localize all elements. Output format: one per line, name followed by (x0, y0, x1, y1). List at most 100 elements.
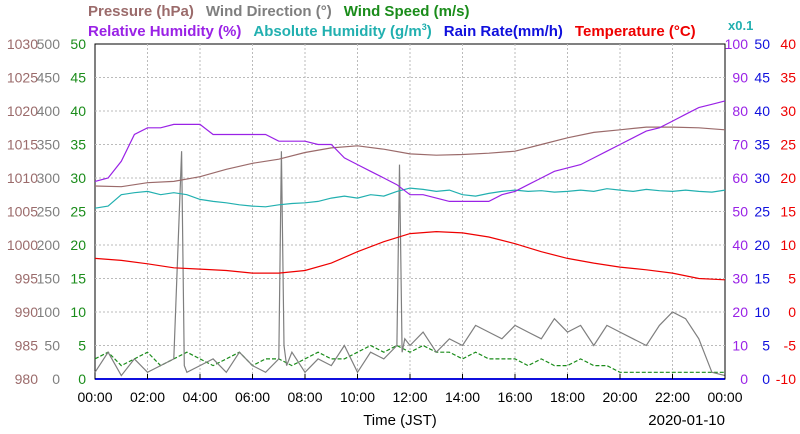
humidity-axis-tick: 40 (732, 237, 748, 253)
x-tick-label: 14:00 (445, 389, 480, 405)
pressure-axis-tick: 990 (15, 304, 39, 320)
wind-speed-axis-tick: 40 (70, 103, 86, 119)
wind-direction-axis-tick: 500 (37, 36, 61, 52)
rain-rate-axis-tick: 45 (754, 70, 770, 86)
temperature-axis-tick: 35 (780, 70, 796, 86)
wind-speed-axis-tick: 25 (70, 204, 86, 220)
rain-rate-axis-tick: 15 (754, 271, 770, 287)
series-temperature (94, 230, 726, 281)
pressure-axis-tick: 985 (15, 338, 39, 354)
temperature-axis-tick: 0 (788, 304, 796, 320)
wind-speed-axis-tick: 50 (70, 36, 86, 52)
x-tick-label: 22:00 (655, 389, 690, 405)
wind-speed-axis-tick: 35 (70, 137, 86, 153)
date-label: 2020-01-10 (648, 412, 725, 429)
x-tick-label: 18:00 (550, 389, 585, 405)
rain-rate-axis-tick: 50 (754, 36, 770, 52)
pressure-axis-tick: 980 (15, 371, 39, 387)
pressure-axis-tick: 995 (15, 271, 39, 287)
temperature-axis-tick: 40 (780, 36, 796, 52)
x-tick-label: 00:00 (77, 389, 112, 405)
wind-speed-axis-tick: 45 (70, 70, 86, 86)
rain-rate-axis-tick: 20 (754, 237, 770, 253)
humidity-axis-tick: 70 (732, 137, 748, 153)
wind-direction-axis-tick: 400 (37, 103, 61, 119)
temperature-axis-tick: 10 (780, 237, 796, 253)
rain-rate-axis-tick: 30 (754, 170, 770, 186)
wind-direction-axis-tick: 150 (37, 271, 61, 287)
pressure-axis-tick: 1010 (7, 170, 38, 186)
multiplier-label: x0.1 (728, 18, 753, 33)
pressure-axis-tick: 1030 (7, 36, 38, 52)
wind-direction-axis-tick: 0 (52, 371, 60, 387)
humidity-axis-tick: 80 (732, 103, 748, 119)
wind-direction-axis-tick: 300 (37, 170, 61, 186)
temperature-axis-tick: -10 (776, 371, 796, 387)
humidity-axis-tick: 30 (732, 271, 748, 287)
legend-row2-item: Absolute Humidity (g/m (253, 23, 421, 40)
rain-rate-axis-tick: 40 (754, 103, 770, 119)
pressure-axis-tick: 1000 (7, 237, 38, 253)
humidity-axis-tick: 10 (732, 338, 748, 354)
rain-rate-axis-tick: 25 (754, 204, 770, 220)
wind-speed-axis-tick: 5 (78, 338, 86, 354)
legend-row2-item: Relative Humidity (%) (88, 23, 241, 40)
temperature-axis-tick: 25 (780, 137, 796, 153)
rain-rate-axis-tick: 10 (754, 304, 770, 320)
pressure-axis-tick: 1015 (7, 137, 38, 153)
wind-speed-axis-tick: 30 (70, 170, 86, 186)
wind-speed-axis-tick: 20 (70, 237, 86, 253)
x-tick-label: 12:00 (392, 389, 427, 405)
temperature-axis-tick: 5 (788, 271, 796, 287)
legend-row1-item: Wind Direction (°) (206, 3, 332, 20)
x-tick-label: 16:00 (497, 389, 532, 405)
wind-direction-axis-tick: 200 (37, 237, 61, 253)
humidity-axis-tick: 60 (732, 170, 748, 186)
series-wind-direction (94, 151, 726, 377)
humidity-axis-tick: 100 (725, 36, 749, 52)
rain-rate-axis-tick: 35 (754, 137, 770, 153)
series-wind-speed (94, 344, 725, 373)
wind-speed-axis-tick: 10 (70, 304, 86, 320)
legend-row2-item: 3 (422, 22, 427, 32)
temperature-axis-tick: 30 (780, 103, 796, 119)
x-axis-label: Time (JST) (363, 412, 437, 429)
x-tick-label: 10:00 (340, 389, 375, 405)
legend-row2-item: Temperature (°C) (575, 23, 696, 40)
pressure-axis-tick: 1025 (7, 70, 38, 86)
temperature-axis-tick: -5 (784, 338, 797, 354)
x-tick-label: 06:00 (235, 389, 270, 405)
wind-speed-axis-tick: 15 (70, 271, 86, 287)
humidity-axis-tick: 20 (732, 304, 748, 320)
temperature-axis-tick: 20 (780, 170, 796, 186)
wind-speed-axis-tick: 0 (78, 371, 86, 387)
series-pressure (94, 126, 726, 188)
series-abs-humidity (94, 187, 726, 209)
series-humidity (94, 100, 726, 202)
wind-direction-axis-tick: 100 (37, 304, 61, 320)
legend-row1-item: Pressure (hPa) (88, 3, 194, 20)
x-tick-label: 08:00 (287, 389, 322, 405)
rain-rate-axis-tick: 5 (762, 338, 770, 354)
x-tick-label: 00:00 (707, 389, 742, 405)
legend-row2-item: Rain Rate(mm/h) (444, 23, 563, 40)
pressure-axis-tick: 1020 (7, 103, 38, 119)
wind-direction-axis-tick: 450 (37, 70, 61, 86)
humidity-axis-tick: 50 (732, 204, 748, 220)
legend: Pressure (hPa) Wind Direction (°) Wind Spe… (88, 3, 696, 40)
wind-direction-axis-tick: 250 (37, 204, 61, 220)
temperature-axis-tick: 15 (780, 204, 796, 220)
wind-direction-axis-tick: 50 (44, 338, 60, 354)
axes-group: 9809859909951000100510101015102010251030… (7, 36, 796, 405)
x-tick-label: 20:00 (602, 389, 637, 405)
x-tick-label: 04:00 (182, 389, 217, 405)
rain-rate-axis-tick: 0 (762, 371, 770, 387)
humidity-axis-tick: 0 (740, 371, 748, 387)
legend-row1-item: Wind Speed (m/s) (344, 3, 470, 20)
humidity-axis-tick: 90 (732, 70, 748, 86)
x-tick-label: 02:00 (130, 389, 165, 405)
pressure-axis-tick: 1005 (7, 204, 38, 220)
legend-row2-item: ) (427, 23, 432, 40)
wind-direction-axis-tick: 350 (37, 137, 61, 153)
